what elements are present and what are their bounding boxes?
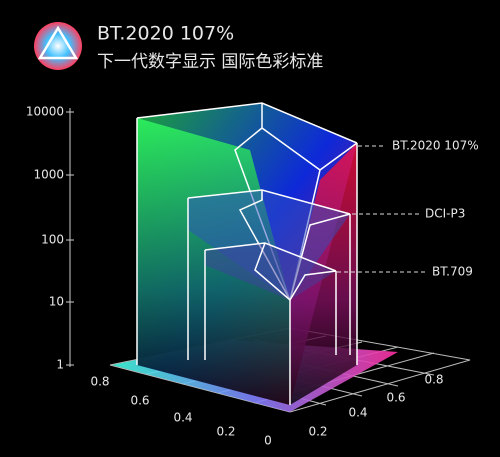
axis-label: 0.8	[424, 373, 443, 387]
axis-label: 1	[56, 358, 64, 372]
legend-label: BT.709	[432, 265, 473, 279]
axis-label: 0.4	[173, 411, 192, 425]
axis-label: 100	[41, 233, 64, 247]
logo	[34, 22, 82, 70]
axis-label: 0	[264, 434, 272, 448]
axis-label: 0.4	[348, 406, 367, 420]
subtitle: 下一代数字显示 国际色彩标准	[97, 52, 323, 72]
title: BT.2020 107%	[97, 23, 234, 45]
legend-label: BT.2020 107%	[392, 139, 479, 153]
axis-label: 0.6	[386, 391, 405, 405]
bt709-volume	[204, 242, 337, 360]
axis-label: 0.2	[308, 425, 327, 439]
axis-label: 1000	[33, 168, 64, 182]
axis-label: 0.8	[90, 375, 109, 389]
axis-label: 10000	[26, 105, 64, 119]
legend-label: DCI-P3	[425, 207, 465, 221]
axis-label: 0.6	[130, 394, 149, 408]
axis-label: 10	[49, 295, 64, 309]
axis-label: 0.2	[216, 425, 235, 439]
